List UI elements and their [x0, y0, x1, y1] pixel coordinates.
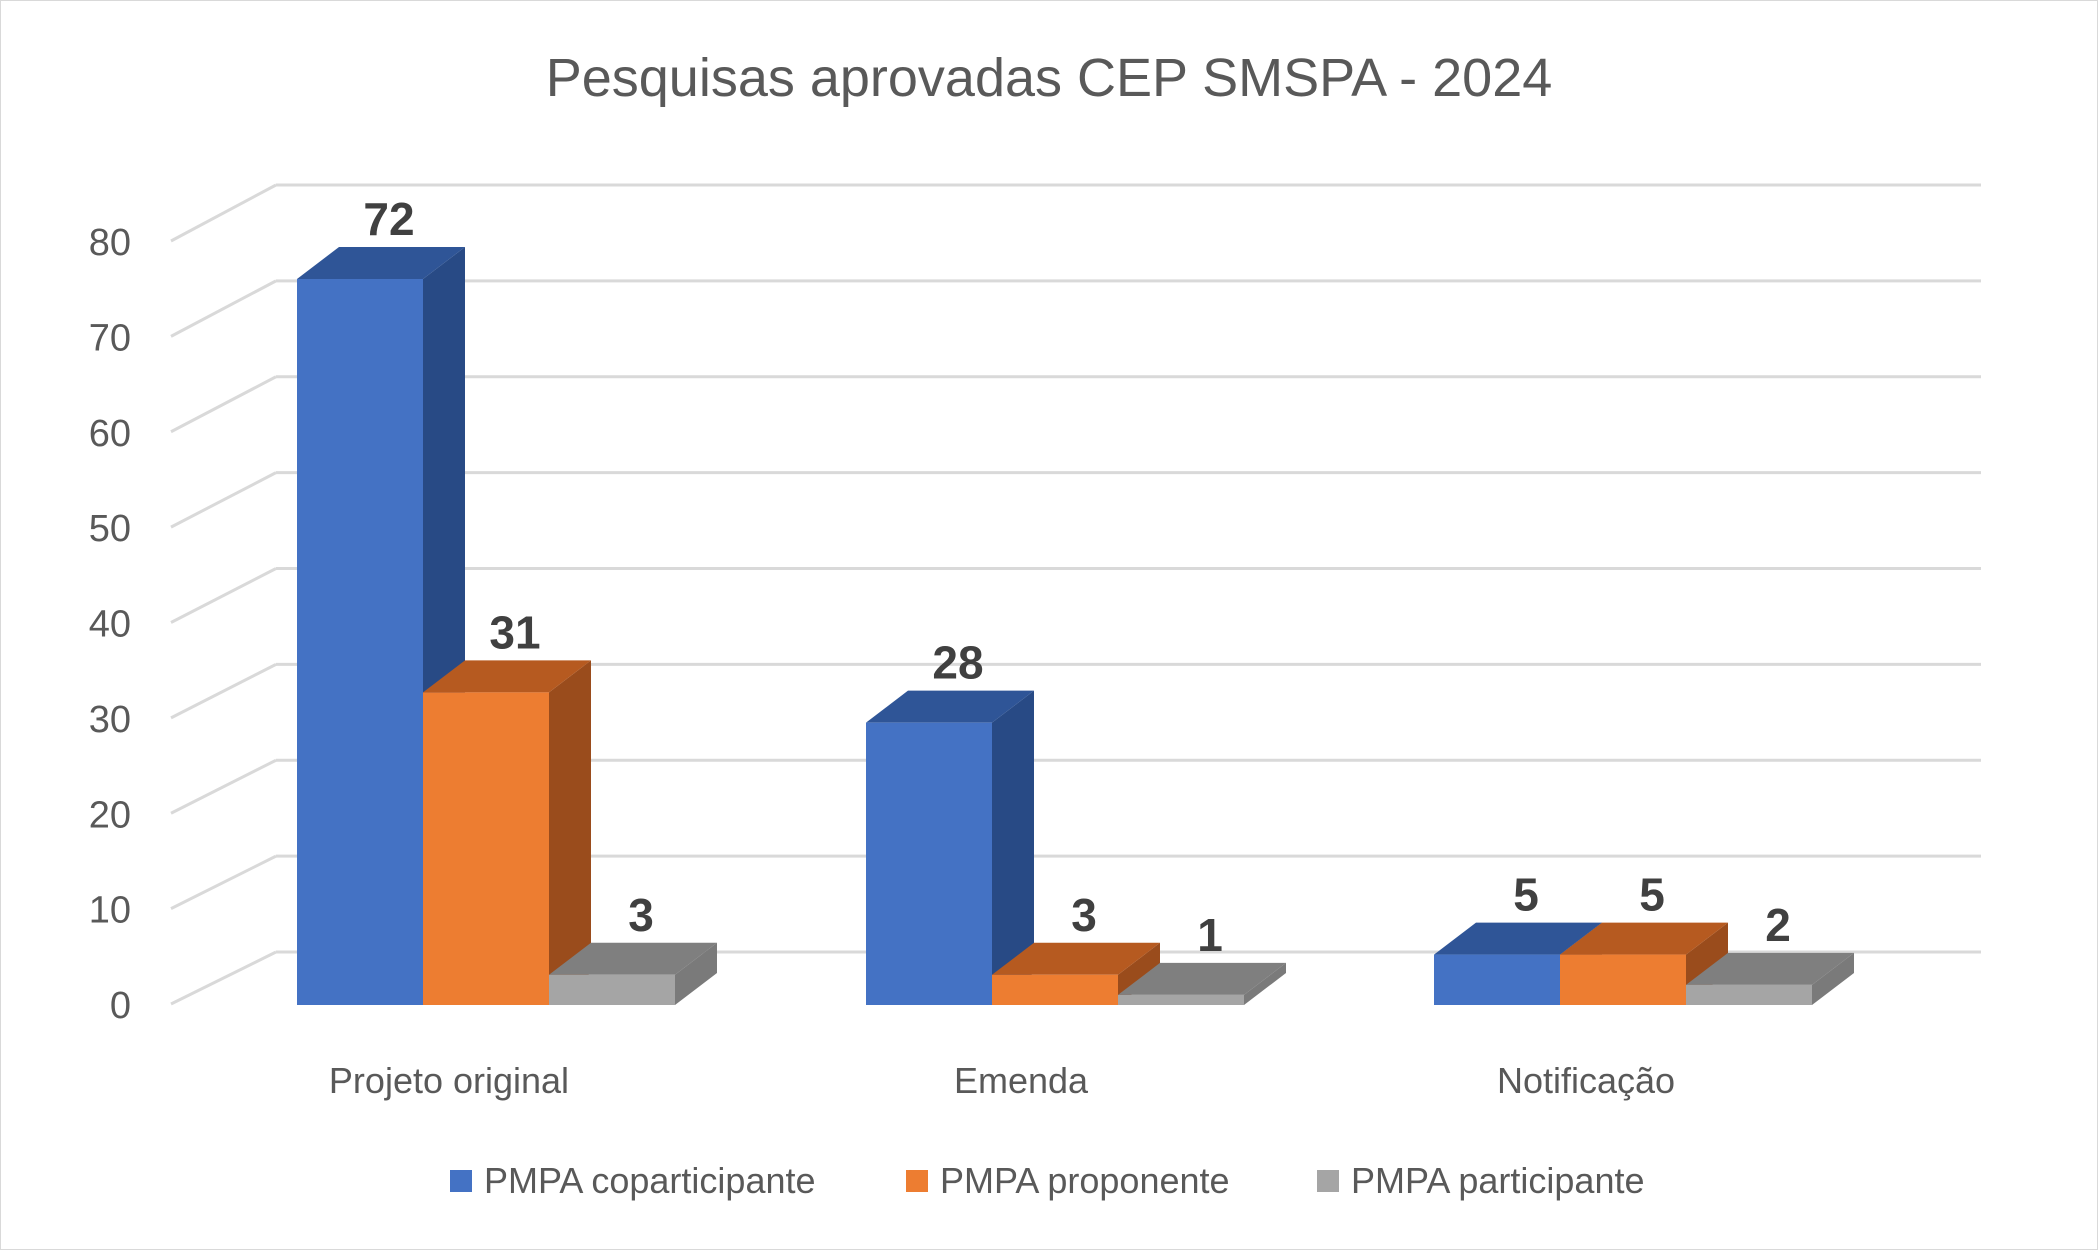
legend-label: PMPA coparticipante [484, 1160, 816, 1201]
data-label: 2 [1765, 899, 1791, 951]
y-tick-label: 50 [89, 508, 131, 550]
y-tick-label: 10 [89, 890, 131, 932]
bar-front [866, 722, 992, 1005]
y-tick-label: 20 [89, 794, 131, 836]
gridline-side-10 [170, 854, 277, 910]
gridline-side-20 [170, 758, 277, 815]
data-label: 1 [1197, 909, 1223, 961]
data-label: 28 [932, 637, 983, 689]
bar-top [992, 942, 1160, 975]
bar-notificação-series-2: 2 [1686, 899, 1854, 1005]
bar-front [1560, 954, 1686, 1005]
gridline-side-70 [170, 279, 277, 338]
bar-top [1686, 952, 1854, 985]
bar-side [992, 690, 1034, 1005]
bar-side [1244, 962, 1286, 1005]
gridline-side-60 [170, 375, 277, 434]
bar-projeto-original-series-1: 31 [423, 606, 591, 1005]
bar-front [549, 974, 675, 1005]
legend: PMPA coparticipante PMPA proponente PMPA p… [450, 1160, 1644, 1201]
chart-title: Pesquisas aprovadas CEP SMSPA - 2024 [546, 48, 1553, 108]
bar-front [1118, 994, 1244, 1005]
bar-front [992, 974, 1118, 1005]
bar-projeto-original-series-2: 3 [549, 889, 717, 1005]
x-tick-label: Notificação [1497, 1060, 1675, 1101]
gridline-side-30 [170, 663, 277, 720]
bar-front [297, 279, 423, 1005]
x-tick-label: Projeto original [329, 1060, 569, 1101]
x-axis-labels: Projeto original Emenda Notificação [329, 1060, 1675, 1101]
data-label: 3 [628, 889, 654, 941]
data-label: 5 [1639, 869, 1665, 921]
y-axis-ticks: 0 10 20 30 40 50 60 70 80 [89, 222, 131, 1027]
bar-emenda-series-2: 1 [1118, 909, 1286, 1005]
bar-top [866, 690, 1034, 723]
y-tick-label: 0 [110, 985, 131, 1027]
bar-top [1560, 922, 1728, 955]
legend-swatch [450, 1170, 472, 1192]
bar-projeto-original-series-0: 72 [297, 193, 465, 1005]
bar-side [549, 660, 591, 1005]
bar-front [423, 692, 549, 1005]
legend-item: PMPA proponente [906, 1160, 1230, 1201]
gridline-side-50 [170, 471, 277, 529]
data-label: 72 [363, 193, 414, 245]
bar-top [297, 247, 465, 279]
data-label: 5 [1513, 869, 1539, 921]
legend-item: PMPA coparticipante [450, 1160, 816, 1201]
data-label: 31 [489, 606, 540, 658]
gridline-side-0 [170, 950, 277, 1006]
legend-swatch [906, 1170, 928, 1192]
y-tick-label: 70 [89, 317, 131, 359]
bar-side [675, 942, 717, 1005]
legend-swatch [1317, 1170, 1339, 1192]
bar-side [1812, 952, 1854, 1005]
gridline-side-40 [170, 567, 277, 624]
bar-top [1434, 922, 1602, 955]
bar-top [1118, 962, 1286, 995]
gridline-side-80 [170, 183, 277, 243]
bar-top [549, 942, 717, 975]
bar-front [1434, 954, 1560, 1005]
legend-label: PMPA participante [1351, 1160, 1644, 1201]
bar-front [1686, 984, 1812, 1005]
y-tick-label: 40 [89, 604, 131, 646]
y-tick-label: 60 [89, 413, 131, 455]
x-tick-label: Emenda [954, 1060, 1089, 1101]
legend-item: PMPA participante [1317, 1160, 1644, 1201]
bar-top [423, 660, 591, 693]
data-label: 3 [1071, 889, 1097, 941]
y-tick-label: 30 [89, 699, 131, 741]
bar-emenda-series-0: 28 [866, 637, 1034, 1005]
legend-label: PMPA proponente [940, 1160, 1230, 1201]
y-tick-label: 80 [89, 222, 131, 264]
